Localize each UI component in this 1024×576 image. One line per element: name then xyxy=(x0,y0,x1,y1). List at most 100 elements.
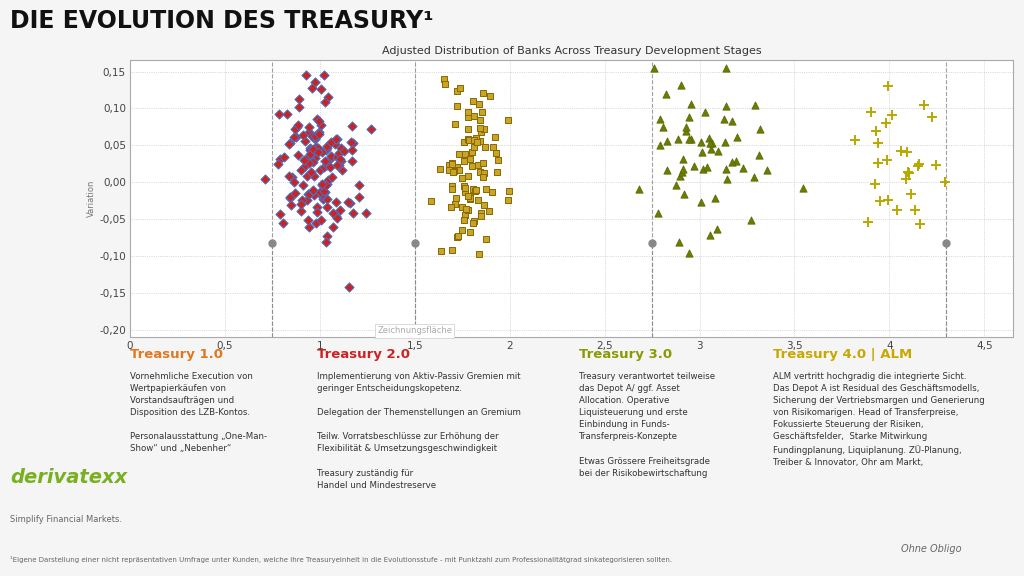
Point xyxy=(309,115,326,124)
Point xyxy=(303,84,319,93)
Point xyxy=(287,124,303,133)
Point xyxy=(470,195,486,204)
Point xyxy=(472,127,488,137)
Point xyxy=(318,181,335,190)
Point xyxy=(724,117,740,126)
Point xyxy=(475,89,492,98)
Point xyxy=(321,175,337,184)
Point xyxy=(449,87,465,96)
Point xyxy=(484,187,501,196)
Point xyxy=(340,198,356,207)
Text: derivatexx: derivatexx xyxy=(10,468,128,487)
Point xyxy=(651,141,668,150)
Point xyxy=(307,77,324,86)
Point xyxy=(847,135,863,145)
Point xyxy=(728,156,744,165)
Point xyxy=(480,206,497,215)
Point xyxy=(314,147,331,157)
Point xyxy=(307,134,324,143)
Point xyxy=(313,85,330,94)
Point xyxy=(301,158,317,167)
Point xyxy=(293,165,309,174)
Point xyxy=(305,191,322,200)
Point xyxy=(317,156,334,165)
Point xyxy=(675,154,691,164)
Point xyxy=(300,189,316,198)
Point xyxy=(449,162,465,172)
Text: Treasury verantwortet teilweise
das Depot A/ ggf. Asset
Allocation. Operative
Li: Treasury verantwortet teilweise das Depo… xyxy=(579,372,715,478)
Point xyxy=(460,206,476,215)
Point xyxy=(357,209,374,218)
Point xyxy=(316,162,333,172)
Point xyxy=(718,165,734,174)
Point xyxy=(444,182,461,191)
Point xyxy=(290,120,306,129)
Text: Treasury 4.0 | ALM: Treasury 4.0 | ALM xyxy=(773,348,912,362)
Point xyxy=(334,165,350,175)
Point xyxy=(795,183,811,192)
Point xyxy=(472,123,488,132)
Point xyxy=(695,165,712,174)
Point xyxy=(675,165,691,174)
Point xyxy=(307,134,324,143)
Point xyxy=(481,92,498,101)
Point xyxy=(333,157,349,166)
Point xyxy=(454,225,470,234)
Point xyxy=(478,184,495,194)
Point xyxy=(462,228,478,237)
Point xyxy=(900,167,916,176)
Text: Ohne Obligo: Ohne Obligo xyxy=(901,544,962,554)
Point xyxy=(289,123,305,132)
Point xyxy=(302,150,318,159)
Point xyxy=(650,208,667,217)
Point xyxy=(444,158,461,167)
Point xyxy=(311,187,328,196)
Point xyxy=(336,146,352,156)
Point xyxy=(323,138,339,147)
Point xyxy=(313,191,330,200)
Point xyxy=(291,103,307,112)
Point xyxy=(472,137,488,146)
Point xyxy=(257,175,273,184)
Point xyxy=(460,124,476,133)
Point xyxy=(924,112,940,121)
Point xyxy=(281,171,297,180)
Point xyxy=(889,206,905,215)
Point xyxy=(310,148,327,157)
Point xyxy=(311,129,328,138)
Point xyxy=(709,224,725,233)
Point xyxy=(455,203,471,212)
Point xyxy=(270,109,287,119)
Point xyxy=(460,107,476,116)
Point xyxy=(300,127,316,137)
Point xyxy=(447,194,464,203)
Point xyxy=(324,172,340,181)
Point xyxy=(671,238,687,247)
Point xyxy=(283,139,299,148)
Point xyxy=(304,131,321,141)
Point xyxy=(863,107,880,116)
Point xyxy=(884,110,900,119)
Point xyxy=(294,195,310,204)
Point xyxy=(453,83,469,92)
Point xyxy=(702,230,719,240)
Point xyxy=(329,135,345,144)
Point xyxy=(670,134,686,143)
Point xyxy=(290,150,306,160)
Point xyxy=(472,115,488,124)
Point xyxy=(716,115,732,124)
Point xyxy=(869,139,886,148)
Point xyxy=(423,197,439,206)
Point xyxy=(678,122,694,131)
Point xyxy=(327,140,343,149)
Point xyxy=(658,165,675,175)
Point xyxy=(871,196,888,206)
Point xyxy=(284,173,300,182)
Point xyxy=(444,245,461,255)
Point xyxy=(446,199,463,209)
Point xyxy=(460,134,476,143)
Point xyxy=(282,139,298,149)
Point xyxy=(487,148,504,157)
Point xyxy=(350,193,367,202)
Point xyxy=(462,154,478,164)
